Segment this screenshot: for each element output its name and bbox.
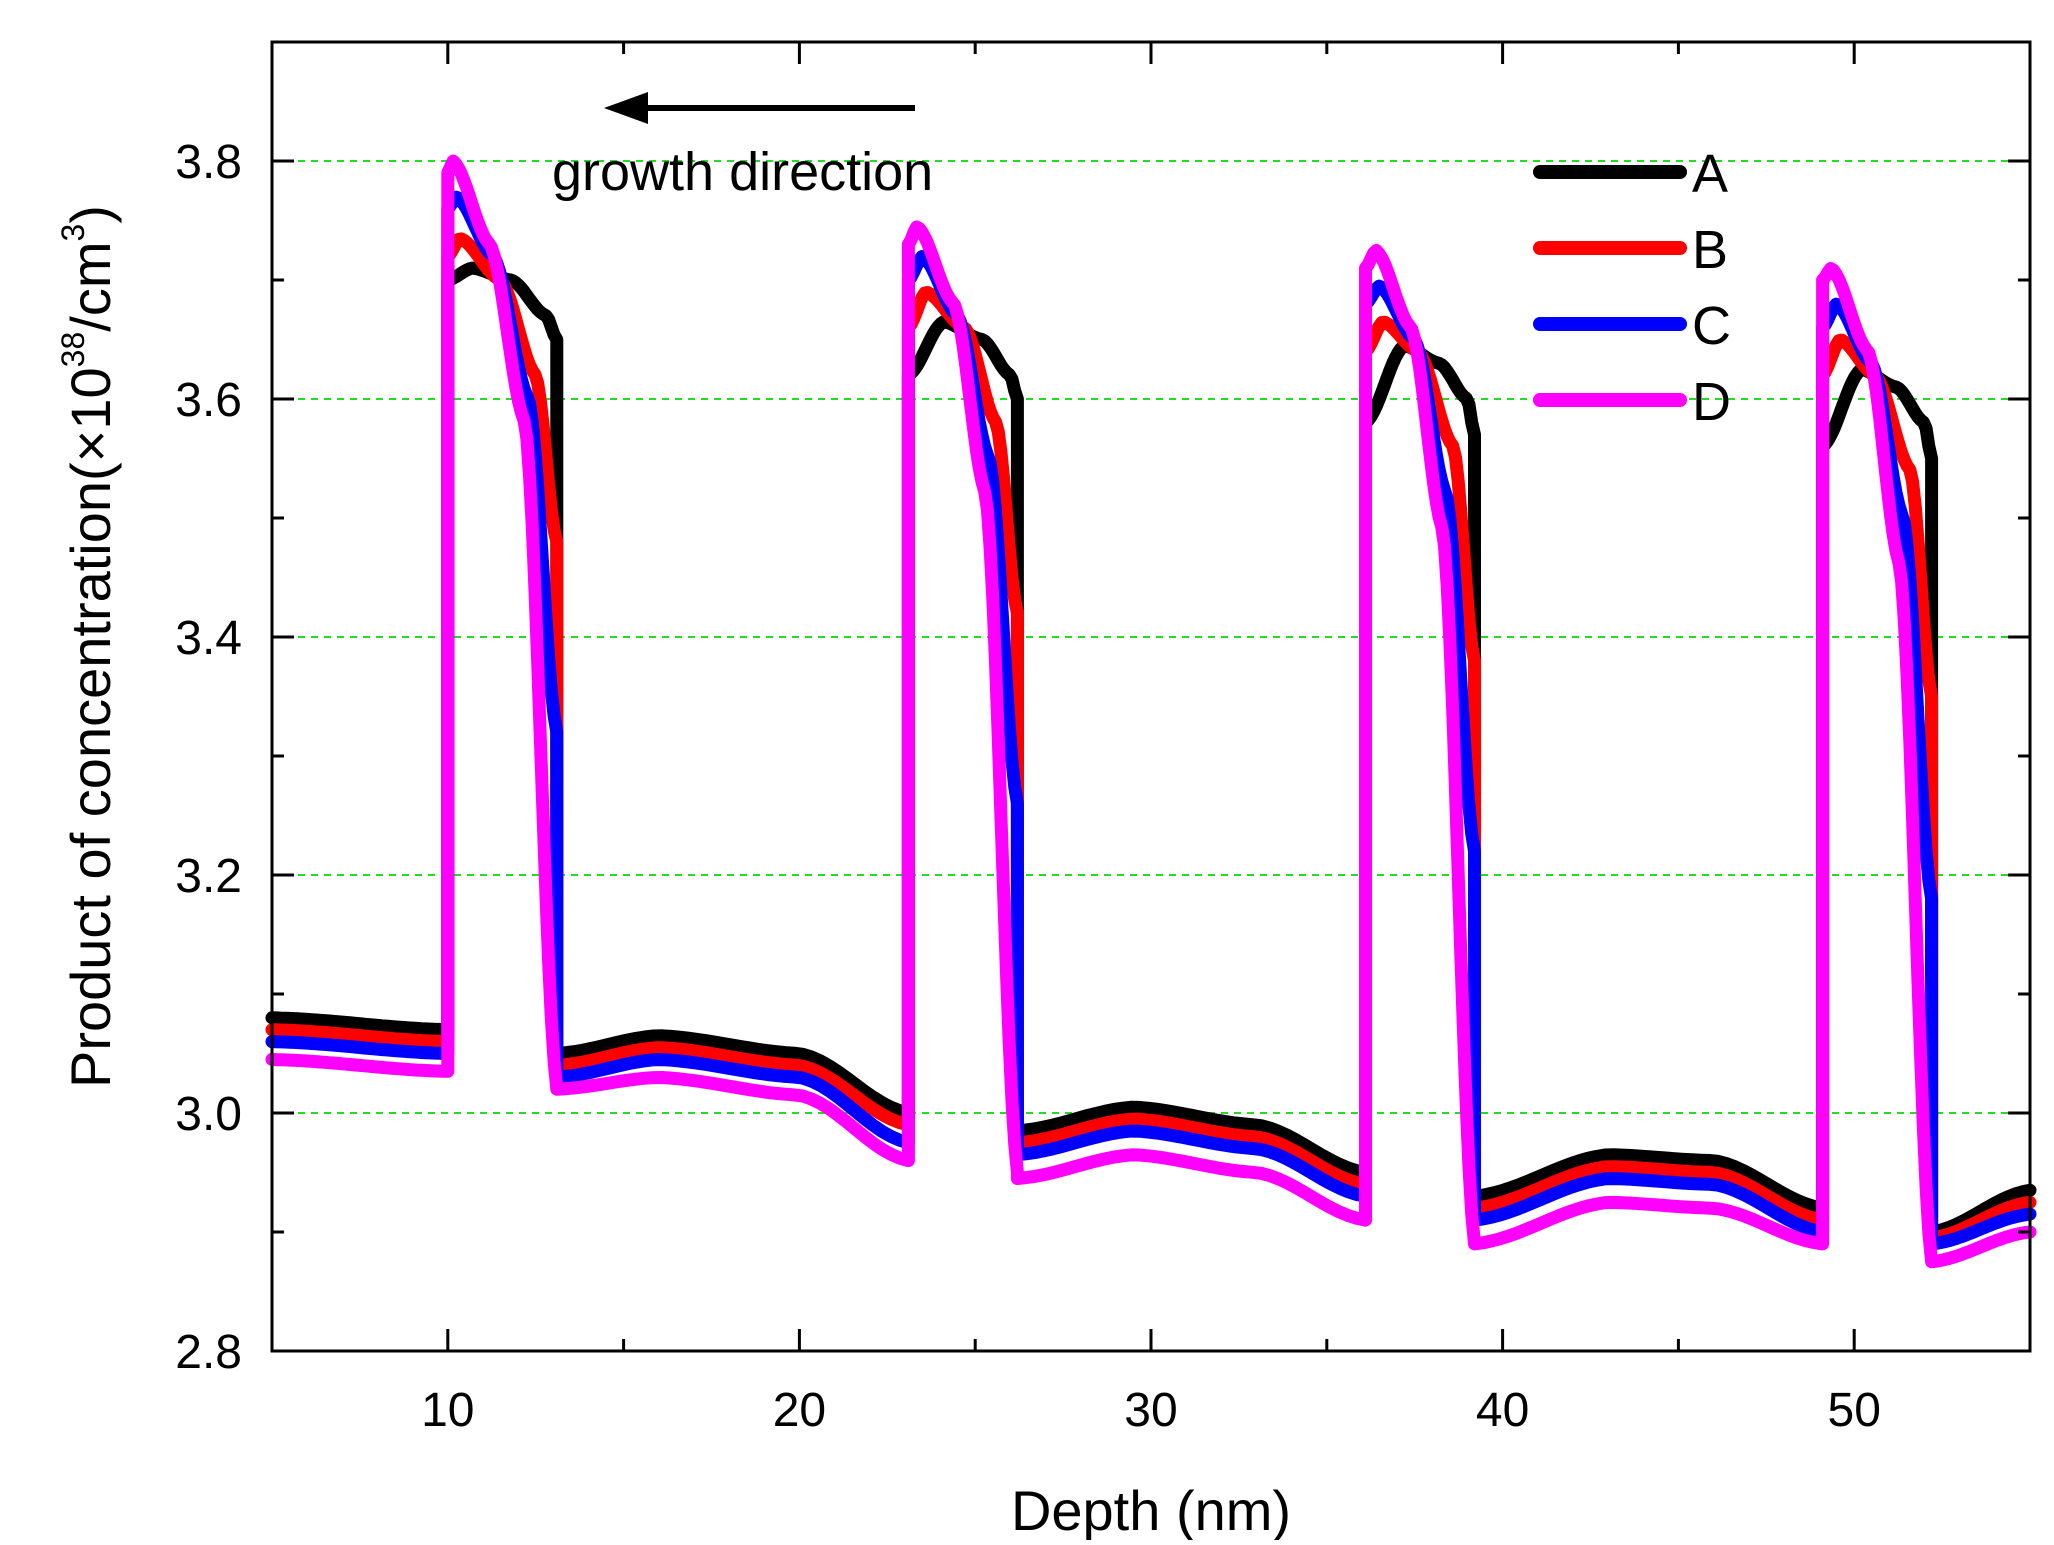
x-tick-label: 10: [421, 1384, 474, 1437]
y-tick-label: 3.2: [175, 850, 242, 903]
series-line-D: [265, 154, 2037, 1269]
growth-direction-label: growth direction: [552, 142, 933, 202]
legend-label-C: C: [1692, 296, 1731, 356]
tick-labels: 10 20 30 40 50 2.8 3.0 3.2 3.4 3.6 3.8: [175, 136, 1881, 1437]
y-tick-label: 3.8: [175, 136, 242, 189]
y-tick-label: 3.0: [175, 1088, 242, 1141]
legend-label-B: B: [1692, 220, 1728, 280]
x-tick-label: 30: [1124, 1384, 1177, 1437]
y-axis-label-suffix: ): [59, 205, 122, 224]
y-tick-label: 2.8: [175, 1326, 242, 1379]
y-axis-label-base: 10: [59, 367, 122, 430]
y-axis-label-unit: /cm: [59, 241, 122, 332]
growth-direction-annotation: growth direction: [552, 92, 933, 202]
axis-ticks: [270, 40, 2032, 1353]
y-axis-label-exp1: 38: [55, 331, 91, 368]
growth-direction-arrow-head: [604, 92, 648, 124]
y-axis-label-times: ×: [59, 429, 122, 463]
y-axis-label: Product of concentration(×1038/cm3): [55, 205, 123, 1088]
x-axis-label: Depth (nm): [1011, 1479, 1291, 1540]
y-axis-label-prefix: Product of concentration(: [59, 462, 122, 1088]
legend-label-D: D: [1692, 372, 1731, 432]
y-tick-label: 3.6: [175, 374, 242, 427]
x-tick-label: 40: [1476, 1384, 1529, 1437]
x-tick-label: 20: [773, 1384, 826, 1437]
legend-label-A: A: [1692, 144, 1728, 204]
gridlines: [272, 160, 2030, 1114]
series-lines: [265, 154, 2037, 1269]
y-axis-label-exp2: 3: [55, 223, 91, 242]
y-tick-label: 3.4: [175, 612, 242, 665]
x-tick-label: 50: [1828, 1384, 1881, 1437]
